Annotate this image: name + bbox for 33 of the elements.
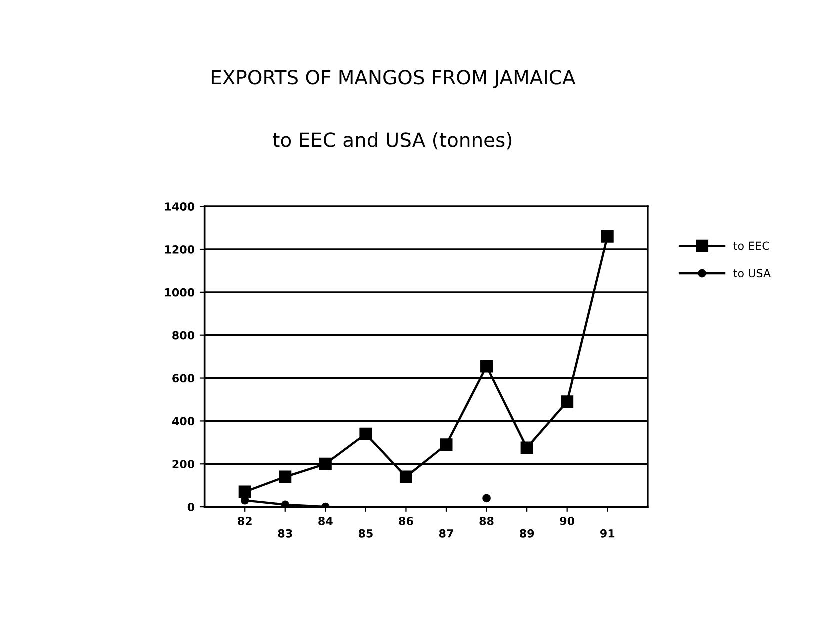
legend-label: to USA	[734, 269, 771, 278]
x-tick-label: 89	[520, 529, 534, 538]
y-tick-label: 1400	[165, 202, 195, 211]
legend-label: to EEC	[734, 242, 770, 250]
x-tick-label: 87	[439, 529, 454, 538]
point	[238, 486, 252, 498]
x-tick-label: 84	[318, 516, 333, 526]
x-tick-label: 91	[600, 529, 615, 538]
point	[440, 438, 453, 452]
y-tick-label: 0	[188, 503, 195, 512]
y-tick-label: 200	[172, 460, 195, 469]
point	[400, 470, 412, 484]
point	[480, 360, 494, 373]
y-tick-label: 800	[172, 331, 195, 340]
point	[561, 396, 574, 408]
point	[360, 428, 372, 440]
x-tick-label: 90	[560, 516, 575, 526]
x-tick-label: 88	[480, 516, 494, 526]
x-tick-label: 82	[238, 516, 252, 526]
x-tick-label: 86	[399, 516, 414, 526]
point	[319, 458, 332, 470]
y-tick-label: 1000	[165, 288, 195, 297]
y-tick-label: 600	[172, 374, 195, 383]
point	[482, 494, 491, 503]
point	[520, 442, 534, 454]
point	[279, 470, 292, 484]
point	[601, 230, 614, 243]
chart-subtitle: to EEC and USA (tonnes)	[273, 132, 512, 150]
y-tick-label: 1200	[165, 245, 195, 254]
chart-title: EXPORTS OF MANGOS FROM JAMAICA	[212, 70, 576, 88]
x-tick-label: 83	[278, 529, 292, 538]
y-tick-label: 400	[172, 417, 195, 426]
x-tick-label: 85	[358, 529, 373, 538]
